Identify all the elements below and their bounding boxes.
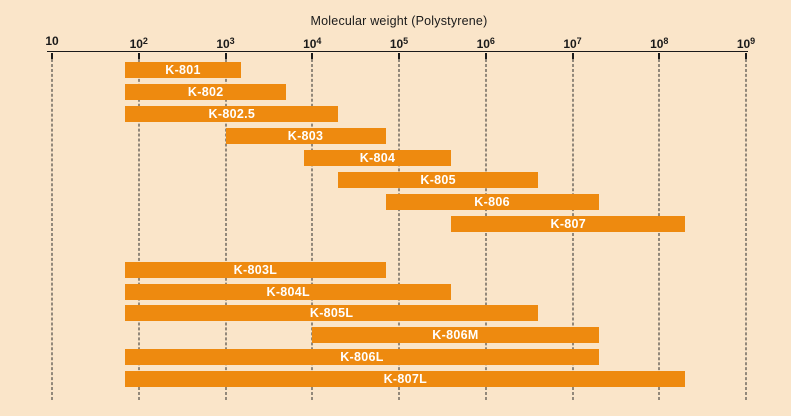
- tick-base: 10: [216, 37, 230, 51]
- tick-exponent: 8: [663, 36, 669, 46]
- axis-tick-label: 10: [45, 35, 58, 48]
- decade-grid-line: [745, 59, 747, 400]
- tick-exponent: 5: [403, 36, 409, 46]
- tick-exponent: 9: [750, 36, 756, 46]
- tick-base: 10: [476, 37, 490, 51]
- axis-tick-mark: [224, 53, 227, 59]
- axis-tick-label: 108: [650, 35, 669, 51]
- tick-base: 10: [303, 37, 317, 51]
- axis-tick-mark: [51, 53, 53, 59]
- bar-label: K-805L: [309, 306, 354, 321]
- bar-k-803: K-803: [225, 128, 386, 144]
- tick-exponent: 7: [576, 36, 582, 46]
- axis-tick-mark: [484, 53, 487, 59]
- decade-grid-line: [138, 59, 140, 400]
- axis-tick-mark: [398, 53, 400, 59]
- chart-title: Molecular weight (Polystyrene): [310, 14, 488, 28]
- bar-label: K-804: [359, 151, 396, 165]
- tick-base: 10: [129, 37, 143, 51]
- decade-grid-line: [225, 59, 226, 400]
- bar-label: K-803L: [233, 263, 278, 277]
- axis-tick-mark: [137, 53, 140, 59]
- tick-exponent: 6: [489, 36, 495, 46]
- bar-k-806m: K-806M: [312, 327, 599, 344]
- bar-k-804l: K-804L: [125, 283, 452, 300]
- tick-exponent: 3: [229, 36, 235, 46]
- tick-base: 10: [389, 37, 404, 51]
- bar-label: K-807: [550, 217, 587, 231]
- axis-tick-mark: [745, 53, 747, 59]
- bar-label: K-802.5: [208, 107, 256, 121]
- x-axis-line: [47, 51, 748, 52]
- bar-label: K-806L: [340, 349, 384, 364]
- axis-tick-mark: [571, 53, 574, 59]
- tick-base: 10: [736, 37, 751, 51]
- bar-label: K-806M: [432, 328, 479, 343]
- tick-exponent: 2: [142, 36, 148, 46]
- decade-grid-line: [398, 59, 400, 400]
- axis-tick-label: 102: [129, 35, 148, 51]
- axis-tick-label: 109: [736, 35, 756, 51]
- bar-k-806l: K-806L: [125, 348, 599, 365]
- bar-label: K-802: [187, 85, 224, 99]
- bar-label: K-804L: [266, 284, 310, 299]
- bar-label: K-807L: [383, 371, 428, 386]
- bar-k-805l: K-805L: [125, 305, 538, 322]
- decade-grid-line: [51, 59, 53, 400]
- bar-k-802-5: K-802.5: [125, 106, 339, 122]
- bar-label: K-801: [165, 63, 201, 77]
- decade-grid-line: [311, 59, 313, 400]
- axis-tick-label: 106: [476, 35, 495, 51]
- bar-k-807l: K-807L: [125, 370, 686, 387]
- axis-tick-label: 107: [563, 35, 582, 51]
- tick-base: 10: [45, 34, 59, 48]
- bar-k-803l: K-803L: [125, 262, 386, 278]
- axis-tick-mark: [311, 53, 314, 59]
- bar-label: K-805: [420, 173, 456, 187]
- axis-tick-mark: [658, 53, 661, 59]
- axis-tick-label: 103: [216, 35, 235, 51]
- bar-k-804: K-804: [303, 150, 452, 166]
- bar-k-802: K-802: [125, 84, 287, 100]
- bar-k-806: K-806: [385, 194, 599, 210]
- bar-k-807: K-807: [451, 216, 686, 232]
- tick-base: 10: [563, 37, 577, 51]
- tick-exponent: 4: [316, 36, 322, 46]
- bar-k-805: K-805: [338, 172, 538, 188]
- bar-label: K-806: [474, 195, 510, 209]
- axis-tick-label: 105: [389, 35, 409, 51]
- bar-k-801: K-801: [125, 62, 241, 78]
- bar-label: K-803: [287, 129, 324, 143]
- axis-tick-label: 104: [303, 35, 322, 51]
- tick-base: 10: [650, 37, 664, 51]
